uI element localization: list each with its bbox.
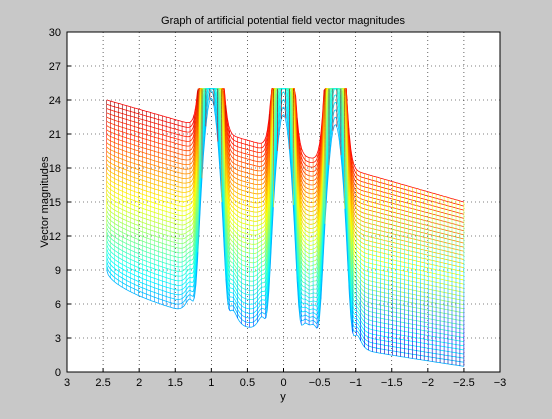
- x-tick-label: −3: [494, 377, 507, 389]
- y-tick-label: 18: [49, 163, 61, 175]
- x-tick-label: −0.5: [309, 377, 331, 389]
- x-tick-label: 1.5: [168, 377, 183, 389]
- y-tick-label: 3: [55, 333, 61, 345]
- y-tick-label: 15: [49, 197, 61, 209]
- chart-title: Graph of artificial potential field vect…: [161, 15, 405, 27]
- y-tick-label: 6: [55, 299, 61, 311]
- y-tick-label: 21: [49, 129, 61, 141]
- x-axis: 3 2.5 2 1.5 1 0.5 0 −0.5 −1 −1.5 −2 −2.5 −3: [64, 368, 506, 389]
- x-tick-label: −1.5: [381, 377, 403, 389]
- x-tick-label: −2.5: [453, 377, 475, 389]
- x-tick-label: 0.5: [240, 377, 255, 389]
- x-tick-label: 0: [280, 377, 286, 389]
- y-tick-label: 24: [49, 95, 61, 107]
- surface-plot: [106, 88, 465, 367]
- x-tick-label: −2: [422, 377, 435, 389]
- y-axis: 0 3 6 9 12 15 18 21 24 27 30: [49, 27, 71, 379]
- x-tick-label: 1: [208, 377, 214, 389]
- y-axis-label: Vector magnitudes: [39, 156, 51, 248]
- y-tick-label: 9: [55, 265, 61, 277]
- x-tick-label: −1: [349, 377, 362, 389]
- y-tick-label: 12: [49, 231, 61, 243]
- grid: [67, 32, 500, 372]
- x-axis-label: y: [280, 391, 286, 403]
- y-tick-label: 0: [55, 367, 61, 379]
- x-tick-label: 2: [136, 377, 142, 389]
- y-tick-label: 30: [49, 27, 61, 39]
- x-tick-label: 2.5: [95, 377, 110, 389]
- x-tick-label: 3: [64, 377, 70, 389]
- y-tick-label: 27: [49, 61, 61, 73]
